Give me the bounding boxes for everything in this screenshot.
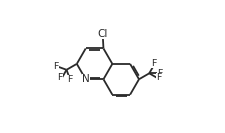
Text: N: N — [81, 74, 89, 84]
Text: F: F — [67, 75, 72, 84]
Text: F: F — [53, 62, 58, 71]
Text: F: F — [150, 59, 155, 68]
Text: F: F — [57, 73, 62, 82]
Text: F: F — [157, 69, 162, 78]
Text: Cl: Cl — [97, 29, 108, 39]
Text: F: F — [156, 73, 161, 82]
